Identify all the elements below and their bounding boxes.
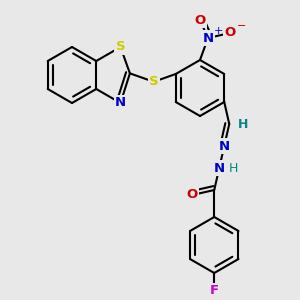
Text: H: H [229, 161, 238, 175]
Text: N: N [202, 32, 214, 44]
Text: H: H [238, 118, 248, 130]
Text: S: S [149, 75, 158, 88]
Text: N: N [214, 161, 225, 175]
Text: N: N [219, 140, 230, 152]
Text: +: + [213, 26, 223, 36]
Text: O: O [187, 188, 198, 202]
Text: O: O [224, 26, 236, 40]
Text: S: S [116, 40, 125, 53]
Text: −: − [237, 21, 247, 31]
Text: F: F [210, 284, 219, 298]
Text: O: O [194, 14, 206, 26]
Text: N: N [115, 97, 126, 110]
